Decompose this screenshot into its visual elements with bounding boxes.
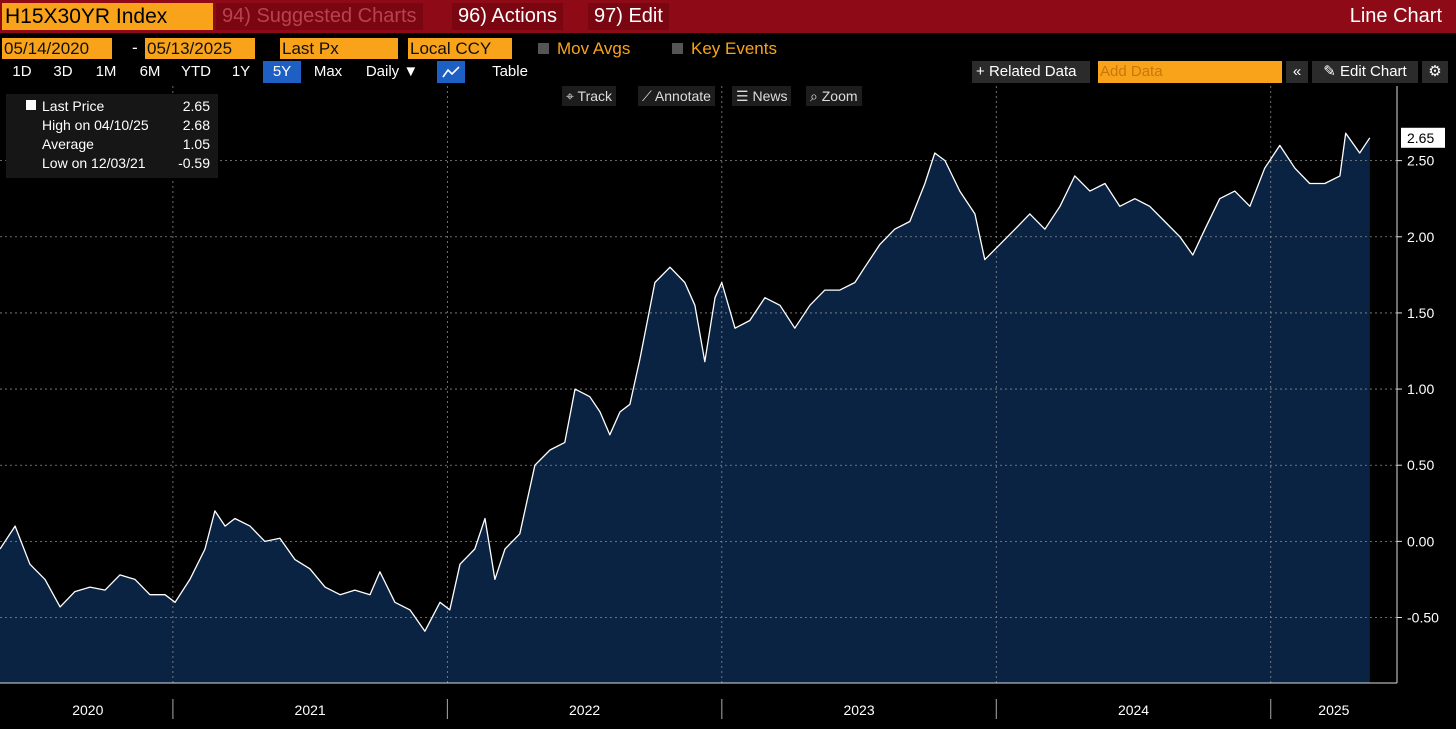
stat-label: High on 04/10/25 <box>42 117 149 133</box>
checkbox[interactable] <box>538 43 549 54</box>
settings-button[interactable]: ⚙ <box>1422 61 1448 83</box>
tool-label: Zoom <box>821 88 858 104</box>
x-tick-label: 2024 <box>1118 702 1149 718</box>
y-tick-label: 2.50 <box>1407 153 1434 169</box>
chart-icon <box>442 66 460 78</box>
range-button[interactable]: 1Y <box>231 63 251 80</box>
edit-chart-button[interactable]: ✎ Edit Chart <box>1312 61 1418 83</box>
range-button[interactable]: 6M <box>139 63 161 80</box>
stat-value: -0.59 <box>178 155 210 171</box>
field-select[interactable]: Last Px <box>280 38 398 59</box>
table-button[interactable]: Table <box>492 63 528 80</box>
y-tick-label: 0.50 <box>1407 457 1434 473</box>
related-data: Related Data <box>988 63 1077 80</box>
view-name: Line Chart <box>1349 5 1442 27</box>
frequency: Daily <box>365 63 400 80</box>
y-tick-label: -0.50 <box>1407 610 1439 626</box>
date-separator: - <box>132 38 138 57</box>
range-button[interactable]: 1M <box>95 63 117 80</box>
actions-menu[interactable]: 96) Actions <box>452 3 563 30</box>
y-tick-label: 1.00 <box>1407 381 1434 397</box>
range-button[interactable]: 3D <box>53 63 73 80</box>
stat-value: 1.05 <box>182 136 210 152</box>
chart-view-button[interactable] <box>437 61 465 83</box>
option-label: Key Events <box>691 39 777 58</box>
y-tick-label: 1.50 <box>1407 305 1434 321</box>
mov-avgs-toggle[interactable]: Mov Avgs <box>538 38 630 59</box>
tool-label: Track <box>577 88 613 104</box>
stat-value: 2.68 <box>182 117 210 133</box>
range-button[interactable]: 5Y <box>263 61 301 83</box>
last-price-label: 2.65 <box>1407 130 1434 146</box>
legend-label: Last Price <box>42 98 105 114</box>
price-line <box>0 132 1371 632</box>
related-data-button[interactable]: + Related Data <box>972 61 1090 83</box>
checkbox[interactable] <box>672 43 683 54</box>
y-tick-label: 0.00 <box>1407 533 1434 549</box>
range-button[interactable]: Max <box>313 63 343 80</box>
frequency-select[interactable]: Daily ▼ <box>365 63 419 80</box>
area-fill <box>0 133 1370 683</box>
x-tick-label: 2020 <box>72 702 103 718</box>
range-button[interactable]: YTD <box>181 63 211 80</box>
tool-label: Annotate <box>654 88 711 104</box>
last-price-tag <box>1401 127 1445 148</box>
track-tool[interactable]: ⌖ Track <box>562 86 617 106</box>
suggested-charts-menu[interactable]: 94) Suggested Charts <box>216 3 423 30</box>
tool-label: News <box>752 88 788 104</box>
start-date[interactable]: 05/14/2020 <box>2 38 112 59</box>
add-data-input[interactable]: Add Data <box>1098 61 1282 83</box>
range-button[interactable]: 1D <box>12 63 32 80</box>
key-events-toggle[interactable]: Key Events <box>672 38 777 59</box>
legend-value: 2.65 <box>182 98 210 114</box>
option-label: Mov Avgs <box>557 39 631 58</box>
x-tick-label: 2025 <box>1318 702 1349 718</box>
stat-label: Low on 12/03/21 <box>42 155 146 171</box>
collapse-button[interactable]: « <box>1286 61 1308 83</box>
x-tick-label: 2023 <box>843 702 874 718</box>
legend-swatch <box>26 100 36 110</box>
stat-label: Average <box>42 136 94 152</box>
currency-select[interactable]: Local CCY <box>408 38 512 59</box>
end-date[interactable]: 05/13/2025 <box>145 38 255 59</box>
y-tick-label: 2.00 <box>1407 229 1434 245</box>
ticker-field[interactable]: H15X30YR Index <box>2 3 213 30</box>
zoom-tool[interactable]: ⌕ Zoom <box>806 86 862 106</box>
news-tool[interactable]: ☰ News <box>732 86 792 106</box>
legend: Last Price 2.65 High on 04/10/25 2.68 Av… <box>6 94 218 178</box>
x-tick-label: 2021 <box>295 702 326 718</box>
x-tick-label: 2022 <box>569 702 600 718</box>
annotate-tool[interactable]: ⟋ Annotate <box>638 86 715 106</box>
chart: -0.50 0.00 0.50 1.00 1.50 2.00 2.50 2020 2021 202… <box>0 86 1445 719</box>
edit-chart: Edit Chart <box>1340 63 1407 80</box>
edit-menu[interactable]: 97) Edit <box>588 3 669 30</box>
